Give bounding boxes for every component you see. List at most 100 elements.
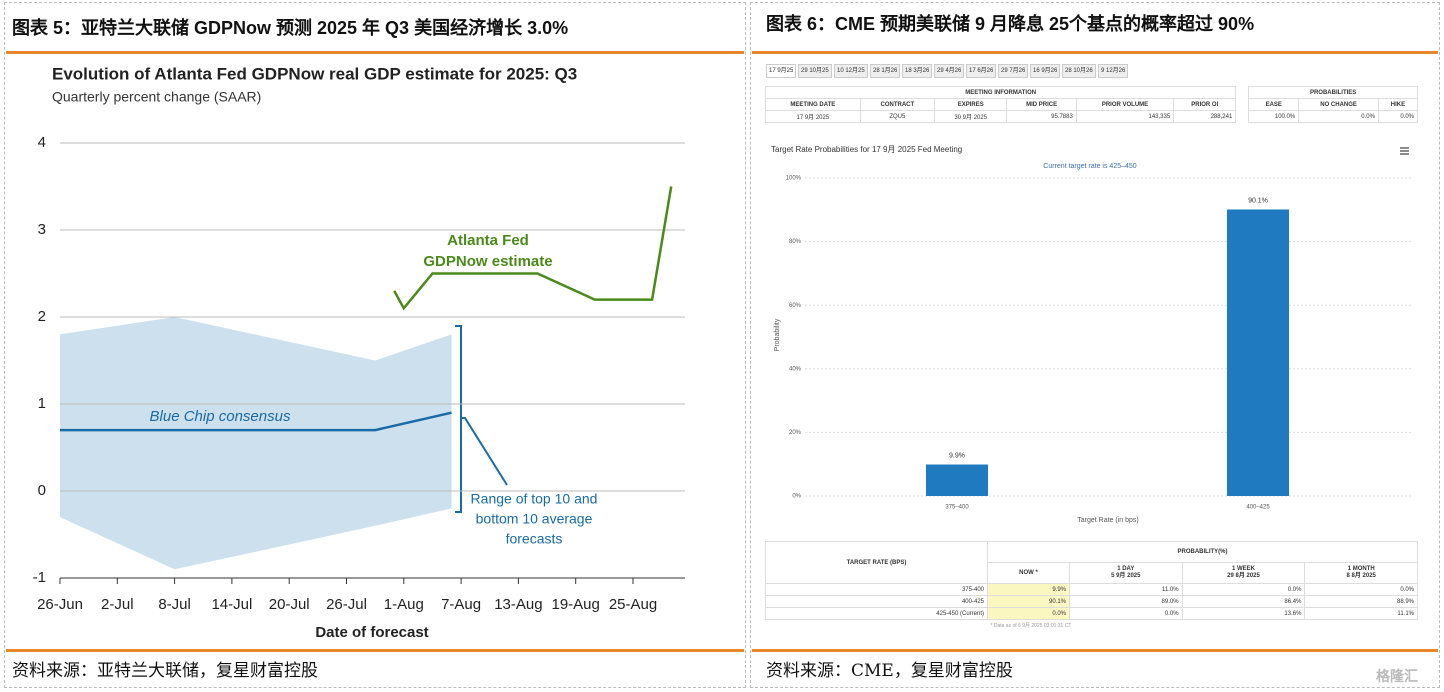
row: TARGET RATE (BPS) PROBABILITY(%) xyxy=(765,541,1418,584)
column-header: CONTRACT xyxy=(859,98,935,111)
cell: 30 9月 2025 xyxy=(933,110,1008,123)
cell: 288,241 xyxy=(1173,110,1237,123)
tab[interactable]: 16 9月26 xyxy=(1030,64,1061,78)
x-tick-label: 13-Aug xyxy=(494,596,542,613)
cell: 0.0% xyxy=(1069,607,1183,620)
x-tick-label: 375–400 xyxy=(945,505,969,511)
y-tick-label: -1 xyxy=(33,569,46,586)
row: 17 9月 2025 ZQU5 30 9月 2025 95.7883 143,335 28… xyxy=(765,110,1419,123)
series-label: GDPNow estimate xyxy=(423,253,552,270)
cell: 89.0% xyxy=(1069,595,1183,608)
tab[interactable]: 29 4月26 xyxy=(934,64,965,78)
x-axis-label: Date of forecast xyxy=(315,624,428,641)
y-tick-label: 100% xyxy=(786,176,802,182)
x-tick-label: 400–425 xyxy=(1246,505,1270,511)
band-label: forecasts xyxy=(506,531,563,547)
gdpnow-chart: Evolution of Atlanta Fed GDPNow real GDP… xyxy=(33,64,685,641)
x-tick-label: 19-Aug xyxy=(552,596,600,613)
column-header: MID PRICE xyxy=(1006,98,1077,111)
header: 图表 6：CME 预期美联储 9 月降息 25个基点的概率超过 90% xyxy=(766,14,1255,34)
column-header: TARGET RATE (BPS) xyxy=(765,541,988,584)
column-header: NOW * xyxy=(987,562,1070,584)
cell: 17 9月 2025 xyxy=(765,110,861,123)
x-tick-label: 2-Jul xyxy=(101,596,134,613)
tab[interactable]: 18 3月26 xyxy=(902,64,933,78)
x-tick-label: 1-Aug xyxy=(384,596,424,613)
row: 375-400 9.9% 11.0% 0.0% 0.0% xyxy=(765,583,1418,596)
tab[interactable]: 17 6月26 xyxy=(966,64,997,78)
row: MEETING INFORMATION PROBABILITIES xyxy=(764,86,1418,99)
header-line: 5 9月 2025 xyxy=(1111,573,1141,579)
tab[interactable]: 29 10月25 xyxy=(798,64,832,78)
divider xyxy=(752,51,1438,54)
column-header: 1 WEEK 29 8月 2025 xyxy=(1181,562,1306,584)
y-tick-label: 40% xyxy=(789,366,802,372)
menu-icon[interactable] xyxy=(1400,147,1409,155)
y-tick-label: 0% xyxy=(792,494,801,500)
divider xyxy=(6,649,744,652)
header-line: 1 MONTH xyxy=(1347,566,1375,572)
column-header: NO CHANGE xyxy=(1298,98,1379,111)
cell: 11.1% xyxy=(1304,607,1418,620)
tab[interactable]: 10 12月25 xyxy=(834,64,868,78)
column-header: PRIOR OI xyxy=(1173,98,1237,111)
chart-subtitle: Quarterly percent change (SAAR) xyxy=(52,89,261,105)
chart-title: Evolution of Atlanta Fed GDPNow real GDP… xyxy=(52,64,577,83)
tab[interactable]: 29 7月26 xyxy=(998,64,1029,78)
group-header: PROBABILITIES xyxy=(1248,86,1418,99)
pointer xyxy=(461,417,508,486)
x-tick-label: 25-Aug xyxy=(609,596,657,613)
column-header: EXPIRES xyxy=(933,98,1008,111)
cell: 100.0% xyxy=(1248,110,1300,123)
cell: 143,335 xyxy=(1075,110,1175,123)
tab[interactable]: 28 1月26 xyxy=(870,64,901,78)
range-band xyxy=(60,317,452,570)
cell: ZQU5 xyxy=(859,110,935,123)
header-line: 1 DAY xyxy=(1117,566,1135,572)
y-tick-label: 80% xyxy=(789,239,802,245)
column-header: 1 DAY 5 9月 2025 xyxy=(1069,562,1183,584)
group-header: PROBABILITY(%) xyxy=(987,541,1418,563)
meeting-table: MEETING INFORMATION PROBABILITIES MEETING … xyxy=(764,86,1419,123)
x-tick-label: 7-Aug xyxy=(441,596,481,613)
chart-subtitle: Current target rate is 425–450 xyxy=(1043,163,1136,170)
spacer xyxy=(1236,99,1249,111)
cell: 400-425 xyxy=(765,595,988,608)
y-tick-label: 60% xyxy=(789,303,802,309)
cell: 88.9% xyxy=(1304,595,1418,608)
y-axis-label: Probability xyxy=(774,318,781,351)
band-label: Range of top 10 and xyxy=(471,491,598,507)
header: 图表 5：亚特兰大联储 GDPNow 预测 2025 年 Q3 美国经济增长 3… xyxy=(12,18,569,38)
column-header: 1 MONTH 8 8月 2025 xyxy=(1304,562,1418,584)
bar xyxy=(1227,209,1289,496)
column-header: MEETING DATE xyxy=(765,98,861,111)
bar xyxy=(926,464,988,496)
series-line xyxy=(393,186,673,311)
cell: 9.9% xyxy=(987,583,1070,596)
cell: 0.0% xyxy=(1181,583,1306,596)
tab[interactable]: 28 10月26 xyxy=(1062,64,1096,78)
column-header: EASE xyxy=(1248,98,1300,111)
cell: 86.4% xyxy=(1181,595,1306,608)
tab[interactable]: 9 12月26 xyxy=(1098,64,1129,78)
y-tick-label: 20% xyxy=(789,430,802,436)
tab[interactable]: 17 9月25 xyxy=(766,64,797,78)
cell: 375-400 xyxy=(765,583,988,596)
row: 425-450 (Current) 0.0% 0.0% 13.6% 11.1% xyxy=(765,607,1418,620)
x-axis-label: Target Rate (in bps) xyxy=(1077,517,1138,524)
cell: 95.7883 xyxy=(1006,110,1077,123)
cell: 425-450 (Current) xyxy=(765,607,988,620)
y-tick-label: 0 xyxy=(38,482,46,499)
cell: 0.0% xyxy=(1298,110,1379,123)
y-tick-label: 2 xyxy=(38,308,46,325)
cell: 90.1% xyxy=(987,595,1070,608)
watermark: 格隆汇 xyxy=(1376,668,1418,684)
header-line: NOW * xyxy=(1019,569,1038,576)
band-label: bottom 10 average xyxy=(476,511,593,527)
right-panel xyxy=(750,2,1440,688)
header-line: 8 8月 2025 xyxy=(1346,573,1376,579)
x-tick-label: 8-Jul xyxy=(158,596,191,613)
header-line: 29 8月 2025 xyxy=(1227,573,1260,579)
group-header: MEETING INFORMATION xyxy=(764,86,1237,99)
